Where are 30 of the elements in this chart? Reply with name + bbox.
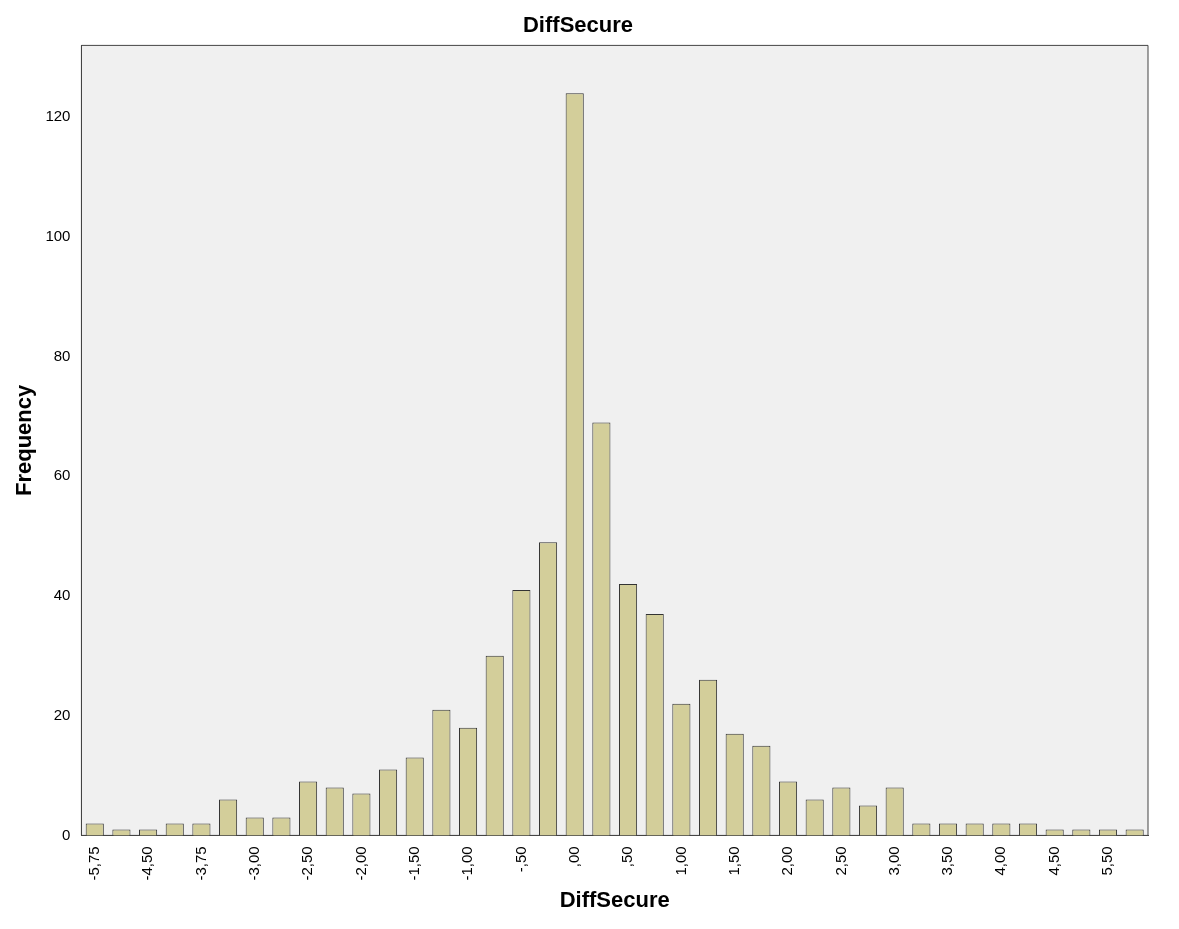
x-tick-label: 2,00 — [778, 846, 796, 876]
y-tick-label: 0 — [62, 825, 71, 843]
x-tick-label: 5,50 — [1098, 846, 1116, 876]
y-tick-label: 120 — [45, 107, 71, 125]
x-tick-label: -2,50 — [298, 846, 316, 881]
x-tick-label: ,00 — [564, 846, 582, 868]
x-tick-label: 3,50 — [938, 846, 956, 876]
x-tick-label: 4,50 — [1044, 846, 1062, 876]
x-tick-label: -3,75 — [191, 846, 209, 881]
y-tick-label: 20 — [53, 705, 71, 723]
x-tick-label: 1,50 — [724, 846, 742, 876]
x-tick-label: -3,00 — [244, 846, 262, 881]
y-tick-label: 80 — [53, 346, 71, 364]
x-tick-label: -,50 — [511, 846, 529, 873]
y-axis-title: Frequency — [11, 384, 37, 497]
y-tick-label: 60 — [53, 466, 71, 484]
x-tick-label: 3,00 — [884, 846, 902, 876]
x-tick-label: -4,50 — [138, 846, 156, 881]
x-tick-label: 2,50 — [831, 846, 849, 876]
x-tick-label: -5,75 — [84, 846, 102, 881]
x-tick-label: -1,50 — [404, 846, 422, 881]
y-tick-label: 100 — [45, 227, 71, 245]
x-tick-label: -1,00 — [458, 846, 476, 881]
x-tick-label: 1,00 — [671, 846, 689, 876]
x-tick-label: 4,00 — [991, 846, 1009, 876]
x-axis-title: DiffSecure — [559, 886, 670, 912]
y-tick-label: 40 — [53, 586, 71, 604]
x-tick-label: ,50 — [618, 846, 636, 868]
chart-title: DiffSecure — [522, 12, 634, 38]
x-tick-label: -2,00 — [351, 846, 369, 881]
